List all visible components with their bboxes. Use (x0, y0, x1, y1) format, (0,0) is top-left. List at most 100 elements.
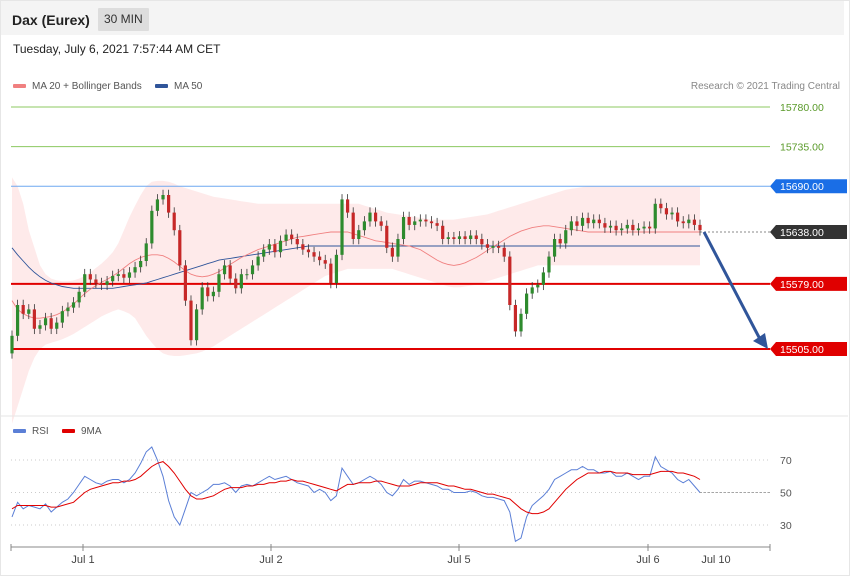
candle-body (474, 235, 478, 239)
rsi-tick-30: 30 (780, 520, 792, 532)
candle-body (491, 246, 495, 248)
legend-rsi-label: RSI (32, 426, 49, 437)
instrument-title: Dax (Eurex) (12, 12, 90, 28)
candle-body (351, 212, 355, 239)
ma9-swatch (62, 429, 75, 434)
candle-body (340, 199, 344, 255)
candle-body (189, 300, 193, 341)
level-label-15780.00: 15780.00 (780, 102, 824, 114)
candle-body (541, 272, 545, 285)
ma50-line (11, 245, 700, 289)
candle-body (194, 309, 199, 341)
x-tick-label: Jul 6 (636, 554, 659, 566)
legend-9ma: 9MA (62, 426, 102, 437)
level-tag-15638.00 (770, 224, 847, 239)
level-label-15690.00: 15690.00 (780, 181, 824, 193)
candle-body (636, 228, 641, 231)
candle-body (295, 239, 299, 245)
legend-ma20: MA 20 + Bollinger Bands (13, 81, 142, 92)
candle-body (536, 284, 540, 288)
candle-body (318, 256, 322, 261)
candle-body (446, 237, 450, 239)
ma50-swatch (155, 84, 168, 89)
candle-body (569, 221, 573, 231)
candle-body (530, 287, 534, 294)
candle-body (234, 278, 238, 289)
candle-body (396, 239, 400, 257)
candle-body (55, 322, 59, 329)
candle-body (172, 212, 176, 231)
candle-body (71, 302, 76, 308)
forecast-arrow (702, 231, 764, 344)
candle-body (502, 247, 506, 257)
candle-body (373, 212, 378, 222)
candle-body (681, 221, 685, 224)
legend-rsi: RSI (13, 426, 49, 437)
candle-body (659, 203, 663, 209)
candle-body (357, 230, 361, 239)
candle-body (614, 225, 618, 231)
copyright-text: Research © 2021 Trading Central (690, 81, 840, 92)
candle-body (66, 307, 70, 312)
rsi-line (11, 446, 701, 543)
candle-body (424, 219, 428, 222)
rsi-tick-70: 70 (780, 455, 792, 467)
rsi-tick-50: 50 (780, 488, 792, 500)
candle-body (597, 219, 601, 224)
candle-body (222, 265, 227, 275)
candle-body (200, 287, 204, 310)
candle-body (49, 318, 53, 329)
candle-body (676, 212, 680, 222)
candle-body (508, 256, 512, 305)
candle-body (105, 281, 109, 285)
candle-body (648, 226, 652, 229)
rsi-swatch (13, 429, 26, 434)
candle-body (329, 263, 333, 283)
candle-body (558, 239, 562, 244)
candle-body (519, 313, 523, 332)
interval-selector[interactable]: 30 MIN (98, 8, 149, 31)
candle-body (306, 249, 311, 253)
candle-body (334, 254, 339, 283)
candle-body (625, 224, 629, 229)
candle-body (133, 267, 137, 273)
candle-body (183, 265, 187, 301)
candle-body (27, 309, 31, 314)
level-label-15505.00: 15505.00 (780, 344, 824, 356)
candle-body (552, 239, 557, 257)
candle-body (435, 223, 439, 226)
candle-body (692, 219, 697, 225)
candle-body (631, 224, 635, 231)
candle-body (401, 217, 406, 239)
candle-body (83, 274, 87, 292)
candle-body (10, 335, 14, 354)
timestamp: Tuesday, July 6, 2021 7:57:44 AM CET (13, 42, 221, 56)
candle-body (284, 234, 288, 241)
candle-body (278, 240, 283, 253)
candle-body (161, 195, 165, 200)
candle-body (256, 256, 260, 266)
header-bar: Dax (Eurex) 30 MIN (1, 1, 844, 35)
candle-body (273, 244, 277, 253)
candle-body (43, 318, 48, 326)
candle-body (653, 203, 657, 229)
candle-body (452, 237, 456, 239)
candle-body (429, 221, 434, 224)
candle-body (312, 252, 316, 257)
candle-body (463, 236, 467, 239)
candle-body (642, 226, 646, 229)
candle-body (250, 265, 255, 275)
candle-body (32, 309, 36, 329)
candle-body (485, 244, 490, 248)
candle-body (139, 261, 143, 268)
x-tick-label: Jul 2 (259, 554, 282, 566)
candle-body (262, 249, 266, 257)
candle-body (217, 274, 221, 292)
legend-ma50: MA 50 (155, 81, 202, 92)
candle-body (127, 272, 132, 278)
candle-body (441, 225, 445, 239)
candle-body (670, 212, 674, 215)
level-label-15735.00: 15735.00 (780, 142, 824, 154)
candle-body (150, 210, 154, 244)
